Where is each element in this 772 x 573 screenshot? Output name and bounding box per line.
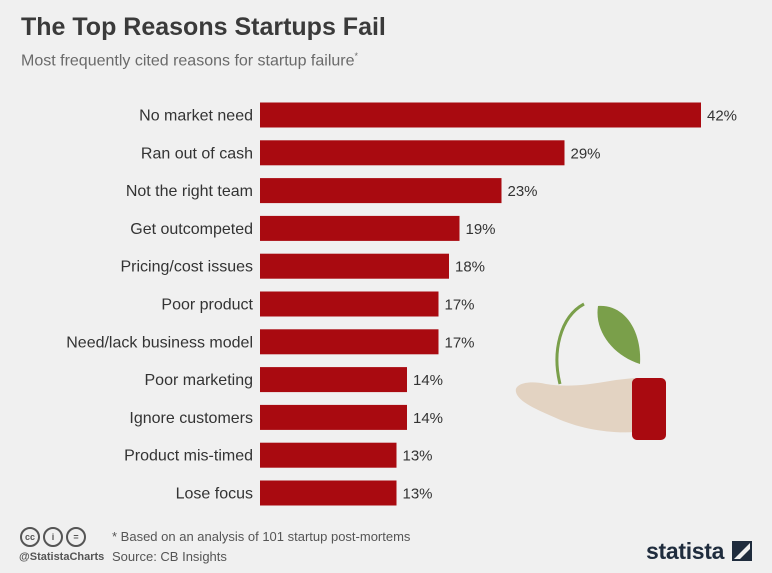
bar xyxy=(260,480,397,506)
category-label: No market need xyxy=(139,108,253,125)
bar xyxy=(260,291,439,317)
bar xyxy=(260,102,701,128)
chart-subtitle: Most frequently cited reasons for startu… xyxy=(21,51,358,70)
bar xyxy=(260,404,407,430)
value-label: 23% xyxy=(508,183,538,200)
footnote: * Based on an analysis of 101 startup po… xyxy=(112,529,411,544)
category-label: Pricing/cost issues xyxy=(121,259,254,276)
category-label: Need/lack business model xyxy=(66,334,253,351)
plant-in-hand-illustration xyxy=(515,302,666,440)
stem xyxy=(555,302,585,385)
sleeve-cuff xyxy=(632,378,666,440)
value-label: 29% xyxy=(571,145,601,162)
bar xyxy=(260,442,397,468)
value-label: 17% xyxy=(445,334,475,351)
category-label: Get outcompeted xyxy=(130,221,253,238)
category-label: Product mis-timed xyxy=(124,448,253,465)
value-label: 14% xyxy=(413,410,443,427)
source-note: Source: CB Insights xyxy=(112,549,227,564)
chart-title: The Top Reasons Startups Fail xyxy=(21,13,386,41)
value-label: 19% xyxy=(466,221,496,238)
value-label: 42% xyxy=(707,108,737,125)
bar xyxy=(260,367,407,393)
value-label: 17% xyxy=(445,297,475,314)
bar xyxy=(260,253,449,279)
category-label: Ignore customers xyxy=(129,410,253,427)
hand-icon xyxy=(515,378,636,433)
subtitle-footnote-mark: * xyxy=(354,51,359,61)
category-label: Lose focus xyxy=(176,486,253,503)
bar xyxy=(260,329,439,355)
by-attribution-icon: i xyxy=(43,527,63,547)
category-label: Poor product xyxy=(161,297,253,314)
no-derivatives-icon: = xyxy=(66,527,86,547)
bar xyxy=(260,215,460,241)
category-label: Not the right team xyxy=(126,183,253,200)
bar xyxy=(260,178,502,204)
value-label: 14% xyxy=(413,372,443,389)
statista-handle: @StatistaCharts xyxy=(19,551,105,563)
license-icons: cc i = xyxy=(20,527,86,549)
bar-chart: No market need 42% Ran out of cash 29% Not t… xyxy=(66,102,737,506)
value-label: 13% xyxy=(403,448,433,465)
category-label: Poor marketing xyxy=(145,372,254,389)
value-label: 18% xyxy=(455,259,485,276)
value-label: 13% xyxy=(403,486,433,503)
leaf-icon xyxy=(597,305,641,364)
statista-logo: statista xyxy=(646,538,725,564)
cc-icon: cc xyxy=(20,527,40,547)
bar xyxy=(260,140,565,166)
subtitle-text: Most frequently cited reasons for startu… xyxy=(21,52,355,70)
category-label: Ran out of cash xyxy=(141,145,253,162)
statista-logo-icon xyxy=(732,541,752,561)
